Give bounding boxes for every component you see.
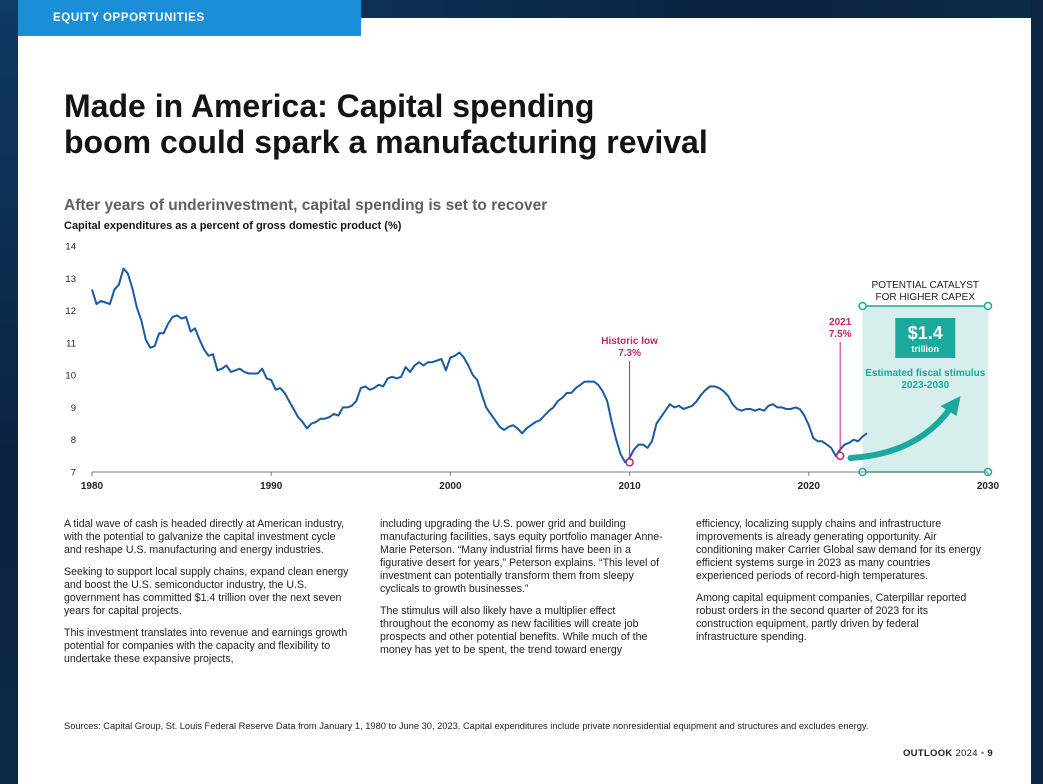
page-footer: OUTLOOK 2024 • 9: [903, 748, 993, 759]
paragraph: The stimulus will also likely have a mul…: [380, 605, 648, 656]
historic-low-value: 7.3%: [618, 348, 641, 359]
stimulus-badge: [895, 318, 956, 358]
body-column-2: including upgrading the U.S. power grid …: [380, 518, 665, 666]
historic-low-label: Historic low: [601, 336, 658, 347]
historic-low-marker: [625, 458, 634, 467]
footer-year: 2024: [955, 748, 978, 759]
paragraph: including upgrading the U.S. power grid …: [380, 518, 663, 595]
paragraph: This investment translates into revenue …: [64, 627, 348, 665]
y-tick-label: 13: [65, 274, 76, 285]
paragraph: Seeking to support local supply chains, …: [64, 566, 349, 617]
catalyst-marker: [858, 301, 867, 311]
y-tick-label: 8: [71, 435, 76, 446]
stimulus-unit: trillion: [912, 344, 940, 354]
chart-title: After years of underinvestment, capital …: [64, 197, 548, 214]
y2021-value: 7.5%: [829, 329, 852, 340]
y-tick-label: 9: [71, 403, 76, 414]
y-tick-label: 7: [71, 468, 76, 479]
capex-series-line: [91, 267, 868, 464]
x-tick-label: 2030: [977, 481, 1000, 492]
catalyst-label-line-1: POTENTIAL CATALYST: [872, 280, 979, 291]
footer-page-number: 9: [987, 748, 993, 759]
y-tick-label: 10: [65, 371, 76, 382]
y-tick-label: 12: [65, 306, 76, 317]
stimulus-label-line-1: Estimated fiscal stimulus: [865, 368, 985, 379]
y-tick-label: 11: [66, 338, 76, 349]
y2021-label: 2021: [829, 317, 852, 328]
page-title-line-1: Made in America: Capital spending: [64, 88, 595, 124]
paragraph: efficiency, localizing supply chains and…: [696, 518, 981, 582]
x-tick-label: 1980: [81, 481, 104, 492]
y-tick-label: 14: [65, 242, 76, 253]
chart-subtitle: Capital expenditures as a percent of gro…: [64, 220, 402, 232]
x-tick-label: 2010: [618, 481, 641, 492]
x-tick-label: 2000: [439, 481, 462, 492]
section-label: EQUITY OPPORTUNITIES: [18, 0, 361, 36]
footer-separator: •: [980, 748, 985, 759]
growth-arrow-head: [940, 396, 961, 416]
document-page: [18, 18, 1031, 784]
y2021-marker: [835, 451, 845, 461]
page-title-line-2: boom could spark a manufacturing revival: [64, 124, 708, 160]
growth-arrow-shaft: [847, 405, 954, 461]
footer-publication: OUTLOOK: [902, 748, 953, 759]
x-tick-label: 2020: [798, 481, 821, 492]
x-tick-label: 1990: [260, 481, 283, 492]
catalyst-label-line-2: FOR HIGHER CAPEX: [876, 292, 976, 303]
body-column-1: A tidal wave of cash is headed directly …: [64, 518, 349, 675]
catalyst-marker: [983, 301, 993, 311]
page-title: Made in America: Capital spending boom c…: [64, 88, 764, 160]
paragraph: Among capital equipment companies, Cater…: [696, 592, 967, 643]
stimulus-amount: $1.4: [908, 323, 943, 343]
background-left: [0, 0, 18, 784]
stimulus-label-line-2: 2023-2030: [901, 380, 949, 391]
background-right: [1031, 0, 1043, 784]
paragraph: A tidal wave of cash is headed directly …: [64, 518, 345, 556]
body-column-3: efficiency, localizing supply chains and…: [696, 518, 981, 653]
sources-note: Sources: Capital Group, St. Louis Federa…: [64, 721, 869, 731]
